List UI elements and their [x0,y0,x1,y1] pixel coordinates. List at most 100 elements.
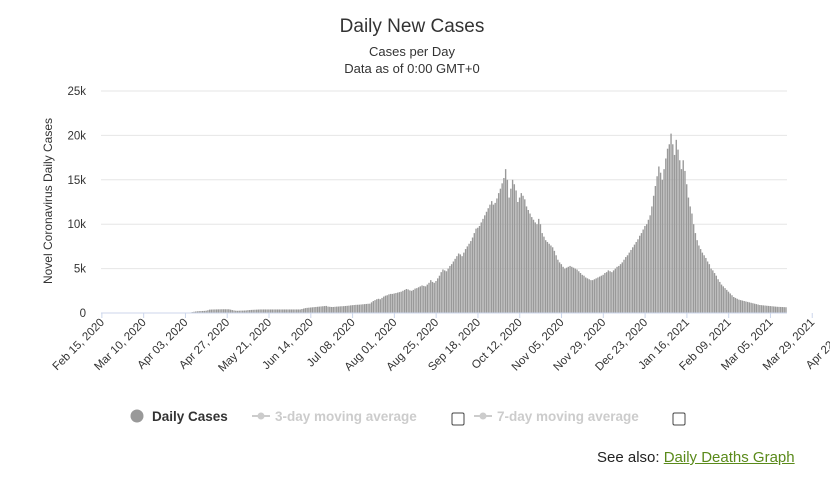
bar [555,255,557,313]
bar [269,309,272,313]
bar [193,311,195,313]
bar [386,295,388,313]
bar [287,309,289,313]
bar [369,303,371,313]
bar [308,307,310,313]
legend-item-1[interactable]: Daily Cases [130,409,228,424]
legend-label: 7-day moving average [497,409,639,424]
legend-item-3[interactable]: 7-day moving average [474,409,639,424]
bar [673,154,676,313]
legend-checkbox-2[interactable] [672,412,686,426]
bar [647,219,650,313]
bar [243,310,246,313]
bar [783,307,785,313]
bar [207,310,209,313]
bar [285,309,287,313]
bar [543,236,545,313]
bar [304,308,307,313]
daily-deaths-graph-link[interactable]: Daily Deaths Graph [663,449,795,466]
bar [428,282,430,313]
bar [675,139,677,313]
bar [658,166,660,313]
bar [323,306,326,313]
bar [456,256,458,313]
bar [759,305,761,313]
bar [409,290,411,313]
bar [222,309,225,313]
bar [572,267,575,313]
bar [546,241,549,313]
bar [416,288,418,313]
y-tick-label: 15k [67,175,86,187]
bar [402,290,404,313]
bar [525,206,528,313]
bar [205,310,207,313]
bar [449,265,451,313]
bar [275,309,277,313]
legend-checkbox-1[interactable] [451,412,465,426]
bar [780,306,782,313]
bar [713,273,716,313]
bar [217,309,220,313]
bar [724,288,726,313]
bar [339,306,341,313]
bar [355,304,357,313]
legend-item-2[interactable]: 3-day moving average [252,409,417,424]
bar [412,289,415,313]
legend-marker-circle [130,409,144,423]
bar [703,255,705,313]
bar [661,179,664,313]
bar [348,305,350,313]
bar [344,305,347,313]
bar [266,309,268,313]
bar [670,133,672,313]
bar [360,304,362,313]
bar [494,202,496,313]
bar [773,306,775,313]
bar [652,195,655,313]
bar [630,249,632,313]
bar [518,197,521,313]
bar [353,305,355,313]
bar [332,306,334,313]
bar [423,285,425,313]
bar [659,172,662,313]
bar [374,300,376,313]
bar [701,252,704,313]
bar [301,309,303,313]
bar [316,306,319,313]
bar [497,193,500,313]
bar [635,241,637,313]
bar [633,244,636,313]
bar [391,293,394,313]
bar [663,169,665,313]
bar [393,293,395,313]
bar [579,273,582,313]
bar [527,209,529,313]
bar [752,303,754,313]
bar [781,307,784,313]
bar [522,195,524,313]
bar [605,272,608,313]
bar [745,301,747,313]
bar [720,284,723,313]
bar [405,289,408,313]
bar [426,284,428,313]
bar [259,309,261,313]
bar [715,275,717,313]
bar [440,272,442,313]
bar [255,309,258,313]
bar [228,309,230,313]
bar [264,309,267,313]
chart-subtitle-line-1: Cases per Day [369,44,455,59]
bar [508,197,510,313]
bar [384,295,387,313]
bar [625,257,627,313]
bar [506,179,509,313]
bar [435,281,437,313]
bar [569,265,571,313]
bar [755,304,758,313]
bar [757,304,759,313]
bar [750,302,752,313]
